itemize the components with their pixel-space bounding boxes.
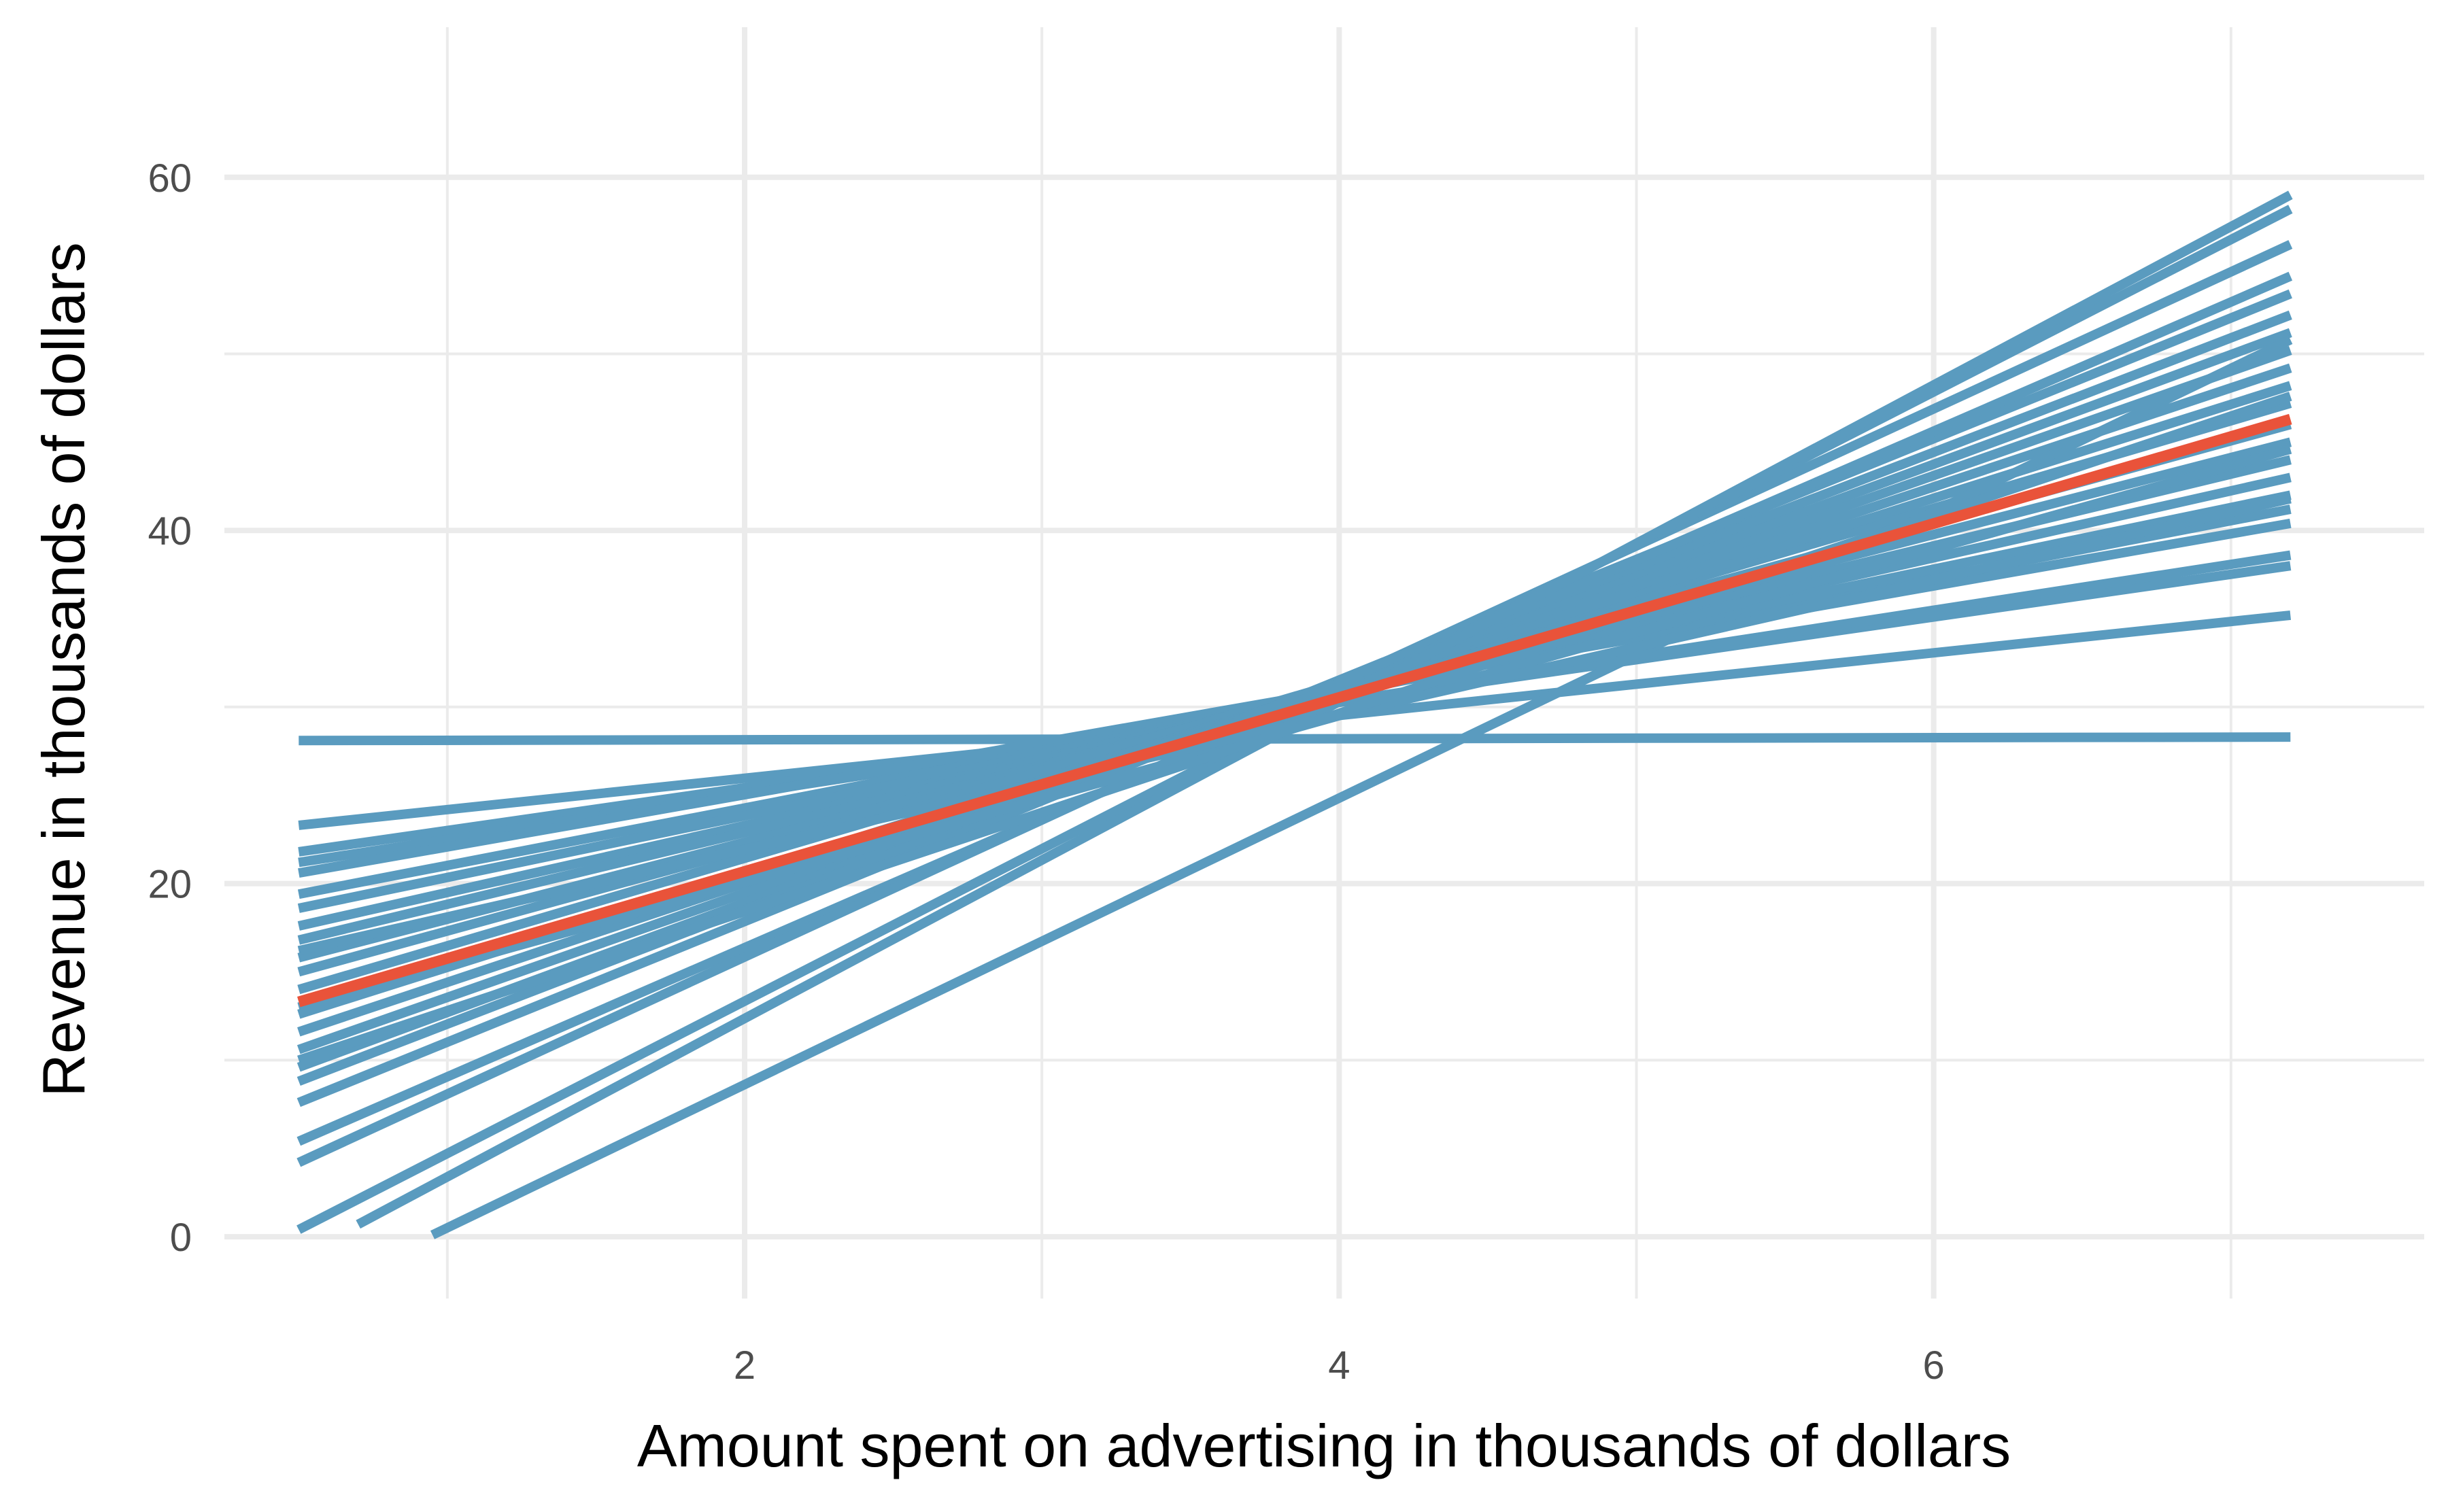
- sample-regression-line: [297, 392, 2292, 1065]
- y-tick-label: 20: [148, 863, 192, 907]
- x-tick-label: 6: [1923, 1343, 1945, 1388]
- y-tick-label: 0: [170, 1216, 192, 1260]
- sample-regression-line: [296, 289, 2292, 1107]
- x-tick-label: 4: [1328, 1343, 1350, 1388]
- x-axis-ticks: 2 4 6: [734, 1343, 1945, 1388]
- y-axis-ticks: 0 20 40 60: [148, 156, 192, 1260]
- sample-regression-line: [296, 205, 2293, 1234]
- sample-regression-line: [430, 335, 2293, 1239]
- y-tick-label: 40: [148, 509, 192, 553]
- sample-regression-line: [296, 240, 2293, 1167]
- sample-regression-line: [299, 732, 2291, 746]
- grid: [224, 27, 2424, 1299]
- x-axis-title: Amount spent on advertising in thousands…: [637, 1412, 2011, 1479]
- x-tick-label: 2: [734, 1343, 755, 1388]
- sample-regression-line: [356, 190, 2293, 1229]
- y-axis-title: Revenue in thousands of dollars: [30, 242, 97, 1097]
- population-regression-line: [297, 413, 2292, 1008]
- y-tick-label: 60: [148, 156, 192, 201]
- plot-area: [296, 190, 2293, 1239]
